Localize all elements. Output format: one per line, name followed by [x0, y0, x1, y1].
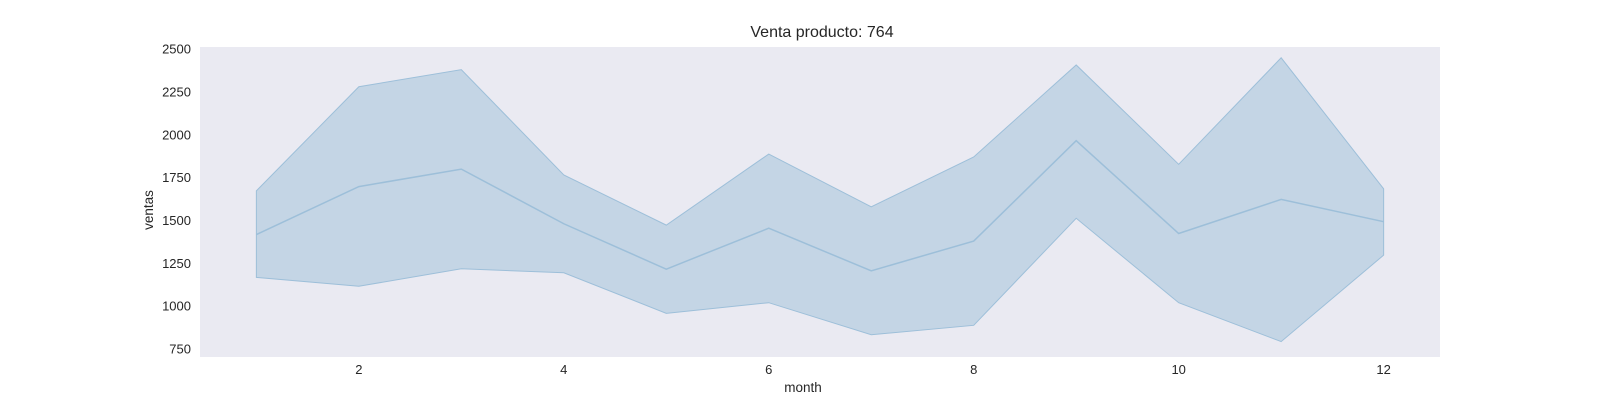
x-tick-label: 2	[355, 362, 362, 377]
y-tick-label: 2250	[162, 85, 191, 100]
y-axis-label: ventas	[141, 190, 156, 230]
y-tick-label: 2000	[162, 127, 191, 142]
series-line-layer	[256, 139, 1384, 272]
x-axis-label: month	[784, 380, 822, 395]
y-tick-label: 2500	[162, 42, 191, 57]
confidence-band-layer	[255, 57, 1385, 343]
x-tick-label: 8	[970, 362, 977, 377]
y-tick-label: 750	[169, 341, 191, 356]
x-axis-ticks: 2 4 6 8 10 12	[355, 362, 1391, 377]
y-tick-label: 1500	[162, 213, 191, 228]
y-tick-label: 1750	[162, 170, 191, 185]
x-tick-label: 6	[765, 362, 772, 377]
y-tick-label: 1000	[162, 299, 191, 314]
chart-title: Venta producto: 764	[750, 24, 894, 41]
series-line	[256, 139, 1384, 272]
x-tick-label: 10	[1171, 362, 1185, 377]
x-tick-label: 12	[1376, 362, 1390, 377]
x-tick-label: 4	[560, 362, 567, 377]
confidence-band	[255, 57, 1385, 343]
y-tick-label: 1250	[162, 256, 191, 271]
y-axis-ticks: 750 1000 1250 1500 1750 2000 2250 2500	[162, 42, 191, 357]
